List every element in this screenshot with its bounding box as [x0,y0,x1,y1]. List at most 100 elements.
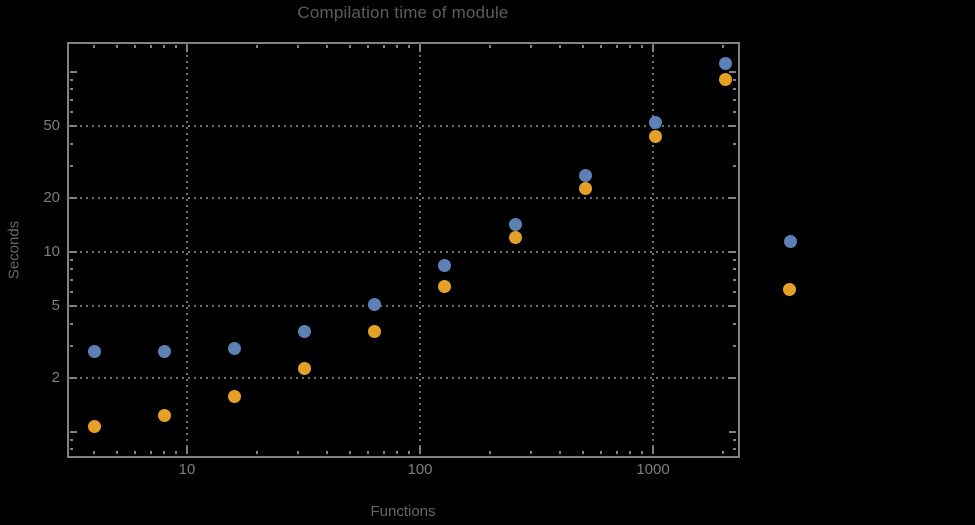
y-tick [70,88,73,91]
x-tick [641,45,644,48]
x-tick [175,45,178,48]
data-point [438,259,452,273]
data-point [87,345,101,358]
x-tick-label: 10 [178,461,196,478]
x-tick [348,451,351,454]
data-point [87,420,101,434]
y-gridline [68,125,738,128]
y-tick [729,431,736,433]
data-point [228,389,242,403]
y-gridline [68,196,738,199]
y-tick [70,165,73,168]
chart-title: Compilation time of module [297,3,509,22]
data-point [648,115,662,129]
x-tick [600,451,603,454]
y-tick-label: 5 [51,297,60,315]
plot-frame [67,42,740,458]
y-tick-label: 50 [43,117,60,135]
x-tick [297,45,300,48]
y-tick [733,79,736,82]
y-tick [733,259,736,262]
y-tick-label: 10 [43,243,60,260]
y-tick [733,322,736,325]
x-tick [722,451,725,454]
x-tick [93,45,96,48]
data-point [578,169,592,183]
y-tick [70,98,73,101]
y-tick [70,376,77,379]
x-tick [186,45,188,52]
x-tick [326,451,329,454]
y-tick [70,268,73,271]
data-point [648,129,662,143]
x-tick [581,45,584,48]
x-tick [163,45,166,48]
x-tick [559,451,562,454]
x-tick [408,45,411,48]
x-tick [348,45,351,48]
x-tick [396,45,399,48]
y-tick [733,98,736,101]
x-tick [419,45,421,52]
data-point [508,217,522,231]
x-gridline [419,43,421,456]
x-tick [641,451,644,454]
x-tick [382,45,385,48]
x-tick [367,45,370,48]
x-tick [600,45,603,48]
data-point [228,342,242,356]
x-tick [149,45,152,48]
x-tick [652,447,654,454]
data-point [368,325,382,339]
data-point [578,182,592,196]
y-tick [70,79,73,82]
y-tick [733,448,736,451]
data-point [157,408,171,422]
x-tick [629,45,632,48]
x-tick [134,45,137,48]
y-gridline [68,305,738,308]
data-point [298,362,312,376]
x-tick [367,451,370,454]
y-tick [733,345,736,348]
x-tick [615,45,618,48]
x-tick-label: 100 [407,461,433,478]
x-tick [134,451,137,454]
y-tick [70,110,73,113]
y-tick [70,305,77,308]
y-tick [729,196,736,199]
x-tick [175,451,178,454]
data-point [508,231,522,245]
y-tick [70,251,77,253]
y-tick [733,439,736,442]
x-tick [256,451,259,454]
x-tick [149,451,152,454]
x-tick [629,451,632,454]
x-tick [652,45,654,52]
y-tick [733,278,736,281]
x-tick [256,45,259,48]
x-tick [93,451,96,454]
data-point [719,72,733,86]
y-tick [70,290,73,293]
y-tick [70,142,73,145]
x-tick [297,451,300,454]
y-tick [733,110,736,113]
y-tick [733,142,736,145]
x-tick [530,451,533,454]
y-tick [70,71,77,73]
x-gridline [652,43,654,456]
x-tick [489,451,492,454]
x-tick [419,447,421,454]
y-tick [729,125,736,128]
y-tick [70,278,73,281]
y-tick [733,165,736,168]
x-tick [186,447,188,454]
x-axis-label: Functions [370,503,436,520]
x-tick [163,451,166,454]
data-point [719,56,733,70]
y-tick-label: 20 [43,188,60,206]
x-tick [489,45,492,48]
y-tick [733,88,736,91]
x-tick [326,45,329,48]
